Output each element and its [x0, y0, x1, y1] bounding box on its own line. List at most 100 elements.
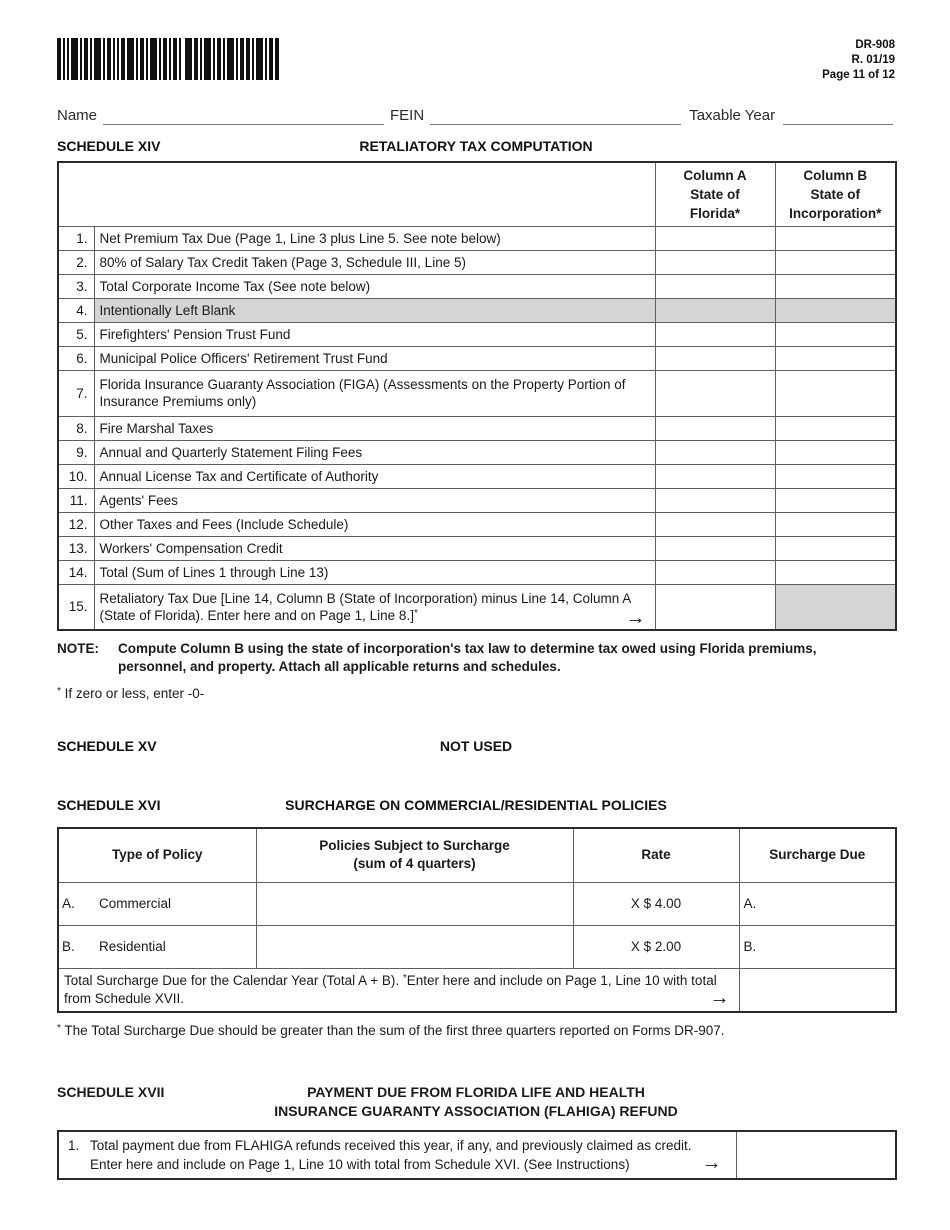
form-number: DR-908 [855, 39, 895, 51]
surcharge-due-header: Surcharge Due [738, 827, 897, 883]
surcharge-due-input-cell[interactable]: A. [738, 881, 897, 926]
col-a-input-cell[interactable] [654, 273, 776, 299]
total-text-continued: Enter here and include on Page 1, Line 1… [64, 972, 717, 1006]
col-b-input-cell[interactable] [774, 535, 897, 561]
col-b-input-cell[interactable] [774, 487, 897, 513]
footnote-text: The Total Surcharge Due should be greate… [64, 1022, 725, 1038]
col-b-input-cell[interactable] [774, 511, 897, 537]
asterisk-mark: * [413, 607, 418, 619]
total-surcharge-description: Total Surcharge Due for the Calendar Yea… [57, 967, 740, 1012]
col-b-input-cell[interactable] [774, 273, 897, 299]
schedule-xvii-title: PAYMENT DUE FROM FLORIDA LIFE AND HEALTH… [274, 1083, 678, 1119]
col-a-input-cell[interactable] [654, 225, 776, 251]
barcode [57, 38, 279, 80]
col-a-input-cell[interactable] [654, 439, 776, 465]
row-description: Fire Marshal Taxes [93, 415, 656, 441]
row-number: 2. [57, 249, 95, 275]
policy-type-cell: A. Commercial [57, 881, 257, 926]
flahiga-input-cell[interactable] [735, 1130, 897, 1179]
name-input-line[interactable] [103, 108, 385, 125]
col-a-input-cell[interactable] [654, 415, 776, 441]
col-a-input-cell[interactable] [654, 321, 776, 347]
table-row: 11. Agents' Fees [57, 487, 897, 513]
col-a-input-cell[interactable] [654, 535, 776, 561]
form-revision: R. 01/19 [851, 54, 895, 66]
row-number: 5. [57, 321, 95, 347]
row-number: 11. [57, 487, 95, 513]
row-number: 10. [57, 463, 95, 489]
col-a-input-cell[interactable] [654, 463, 776, 489]
fein-input-line[interactable] [430, 108, 682, 125]
schedule-xvi-label: SCHEDULE XVI [57, 797, 161, 813]
row-description: Workers' Compensation Credit [93, 535, 656, 561]
asterisk-mark: * [402, 972, 407, 984]
col-b-shaded-cell [774, 297, 897, 323]
col-b-input-cell[interactable] [774, 369, 897, 417]
col-a-input-cell[interactable] [654, 369, 776, 417]
schedule-xvii-label: SCHEDULE XVII [57, 1083, 165, 1100]
policies-input-cell[interactable] [255, 924, 574, 969]
policies-input-cell[interactable] [255, 881, 574, 926]
table-header-row: Column A State of Florida* Column B Stat… [57, 161, 897, 227]
blank-header-cell [57, 161, 656, 227]
col-a-shaded-cell [654, 297, 776, 323]
col-b-input-cell[interactable] [774, 463, 897, 489]
table-row: 7. Florida Insurance Guaranty Associatio… [57, 369, 897, 417]
row-description: Annual License Tax and Certificate of Au… [93, 463, 656, 489]
row-description: Florida Insurance Guaranty Association (… [93, 369, 656, 417]
total-text: Total Surcharge Due for the Calendar Yea… [64, 972, 403, 988]
table-row: 10. Annual License Tax and Certificate o… [57, 463, 897, 489]
row-number: 12. [57, 511, 95, 537]
row-number: 1. [68, 1137, 80, 1153]
col-b-input-cell[interactable] [774, 249, 897, 275]
flahiga-table: 1. Total payment due from FLAHIGA refund… [57, 1129, 897, 1180]
table-row: 15. Retaliatory Tax Due [Line 14, Column… [57, 583, 897, 631]
col-a-input-cell[interactable] [654, 583, 776, 631]
col-a-input-cell[interactable] [654, 249, 776, 275]
asterisk-mark: * [57, 1022, 61, 1034]
flahiga-description: 1. Total payment due from FLAHIGA refund… [68, 1136, 730, 1174]
note-label: NOTE: [57, 641, 99, 656]
table-row: 12. Other Taxes and Fees (Include Schedu… [57, 511, 897, 537]
col-a-input-cell[interactable] [654, 559, 776, 585]
policy-type-cell: B. Residential [57, 924, 257, 969]
policies-subject-header: Policies Subject to Surcharge (sum of 4 … [255, 827, 574, 883]
row-text-line1: Total payment due from FLAHIGA refunds r… [90, 1137, 692, 1153]
row-description: Retaliatory Tax Due [Line 14, Column B (… [93, 583, 656, 631]
identity-row: Name FEIN Taxable Year [57, 107, 895, 125]
table-row: 5. Firefighters' Pension Trust Fund [57, 321, 897, 347]
row-description: Annual and Quarterly Statement Filing Fe… [93, 439, 656, 465]
table-row: 6. Municipal Police Officers' Retirement… [57, 345, 897, 371]
retaliatory-tax-table: Column A State of Florida* Column B Stat… [57, 161, 897, 631]
schedule-xv-title: NOT USED [439, 738, 513, 754]
col-a-input-cell[interactable] [654, 511, 776, 537]
total-surcharge-input-cell[interactable] [738, 967, 897, 1012]
col-b-input-cell[interactable] [774, 415, 897, 441]
table-row: A. Commercial X $ 4.00 A. [57, 881, 897, 926]
row-number: 14. [57, 559, 95, 585]
row-description-text: Retaliatory Tax Due [Line 14, Column B (… [99, 590, 631, 623]
row-number: 9. [57, 439, 95, 465]
col-a-input-cell[interactable] [654, 345, 776, 371]
taxable-year-label: Taxable Year [689, 107, 776, 124]
col-b-input-cell[interactable] [774, 439, 897, 465]
surcharge-table: Type of Policy Policies Subject to Surch… [57, 827, 897, 1013]
col-b-shaded-cell [774, 583, 897, 631]
col-b-input-cell[interactable] [774, 225, 897, 251]
note-text: Compute Column B using the state of inco… [118, 641, 817, 674]
col-b-input-cell[interactable] [774, 559, 897, 585]
schedule-xv-label: SCHEDULE XV [57, 738, 157, 754]
col-b-input-cell[interactable] [774, 345, 897, 371]
row-description: Firefighters' Pension Trust Fund [93, 321, 656, 347]
col-a-input-cell[interactable] [654, 487, 776, 513]
table-row: 1. Net Premium Tax Due (Page 1, Line 3 p… [57, 225, 897, 251]
surcharge-due-input-cell[interactable]: B. [738, 924, 897, 969]
arrow-right-icon: → [625, 607, 646, 629]
table-row: 9. Annual and Quarterly Statement Filing… [57, 439, 897, 465]
taxable-year-input-line[interactable] [783, 108, 894, 125]
schedule-xiv-label: SCHEDULE XIV [57, 138, 161, 154]
table-header-row: Type of Policy Policies Subject to Surch… [57, 827, 897, 883]
table-row: 2. 80% of Salary Tax Credit Taken (Page … [57, 249, 897, 275]
col-b-input-cell[interactable] [774, 321, 897, 347]
table-row: 3. Total Corporate Income Tax (See note … [57, 273, 897, 299]
